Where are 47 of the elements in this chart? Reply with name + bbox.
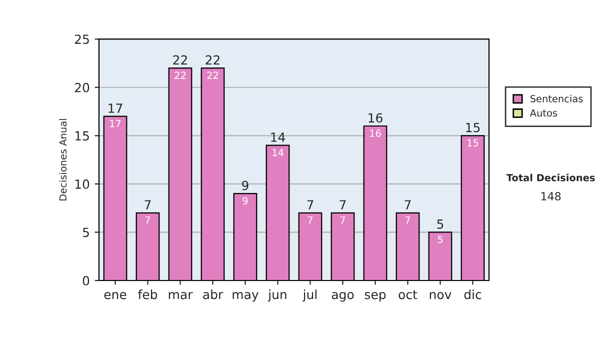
total-label: 15 xyxy=(466,122,480,132)
legend-label: Autos xyxy=(530,109,558,117)
x-tick-label: ago xyxy=(332,292,354,302)
x-tick-label: abr xyxy=(203,290,224,300)
data-label: 14 xyxy=(272,148,284,156)
x-tick-label: dic xyxy=(464,290,482,300)
total-label: 16 xyxy=(368,113,382,123)
x-tick-label: may xyxy=(232,292,258,302)
x-tick-label: feb xyxy=(138,290,158,300)
total-label: 22 xyxy=(206,55,220,65)
data-label: 7 xyxy=(145,216,150,224)
total-label: 7 xyxy=(307,200,314,210)
total-label: 9 xyxy=(242,180,248,190)
y-axis-title: Decisiones Anual xyxy=(59,119,67,200)
text: 148 xyxy=(541,192,561,200)
total-label: 14 xyxy=(271,132,285,142)
y-tick-label: 25 xyxy=(74,34,89,44)
y-tick-label: 15 xyxy=(75,131,89,141)
total-label: 7 xyxy=(340,200,346,210)
total-label: 17 xyxy=(108,104,122,113)
data-label: 7 xyxy=(340,216,346,224)
data-label: 22 xyxy=(174,72,186,79)
data-label: 17 xyxy=(110,120,121,128)
total-label: 5 xyxy=(437,220,444,229)
x-tick-label: jul xyxy=(302,290,317,302)
y-tick-label: 5 xyxy=(82,228,89,238)
data-label: 7 xyxy=(308,216,313,224)
data-label: 15 xyxy=(468,139,478,147)
text: Total Decisiones xyxy=(506,174,595,182)
x-tick-label: ene xyxy=(104,292,126,300)
data-label: 5 xyxy=(438,236,442,244)
x-tick-label: jun xyxy=(268,290,286,302)
y-tick-label: 20 xyxy=(74,82,90,92)
data-label: 16 xyxy=(370,130,381,137)
x-tick-label: oct xyxy=(398,290,418,300)
x-tick-label: mar xyxy=(168,292,193,300)
total-label: 7 xyxy=(144,200,151,210)
legend-label: Sentencias xyxy=(530,94,583,102)
y-tick-label: 10 xyxy=(75,179,90,189)
data-label: 22 xyxy=(207,72,218,79)
total-label: 7 xyxy=(404,200,411,210)
data-label: 9 xyxy=(242,197,248,204)
x-tick-label: sep xyxy=(364,292,386,302)
y-tick-label: 0 xyxy=(82,276,90,286)
data-label: 7 xyxy=(405,216,410,224)
total-label: 22 xyxy=(173,55,187,65)
x-tick-label: nov xyxy=(430,292,452,300)
